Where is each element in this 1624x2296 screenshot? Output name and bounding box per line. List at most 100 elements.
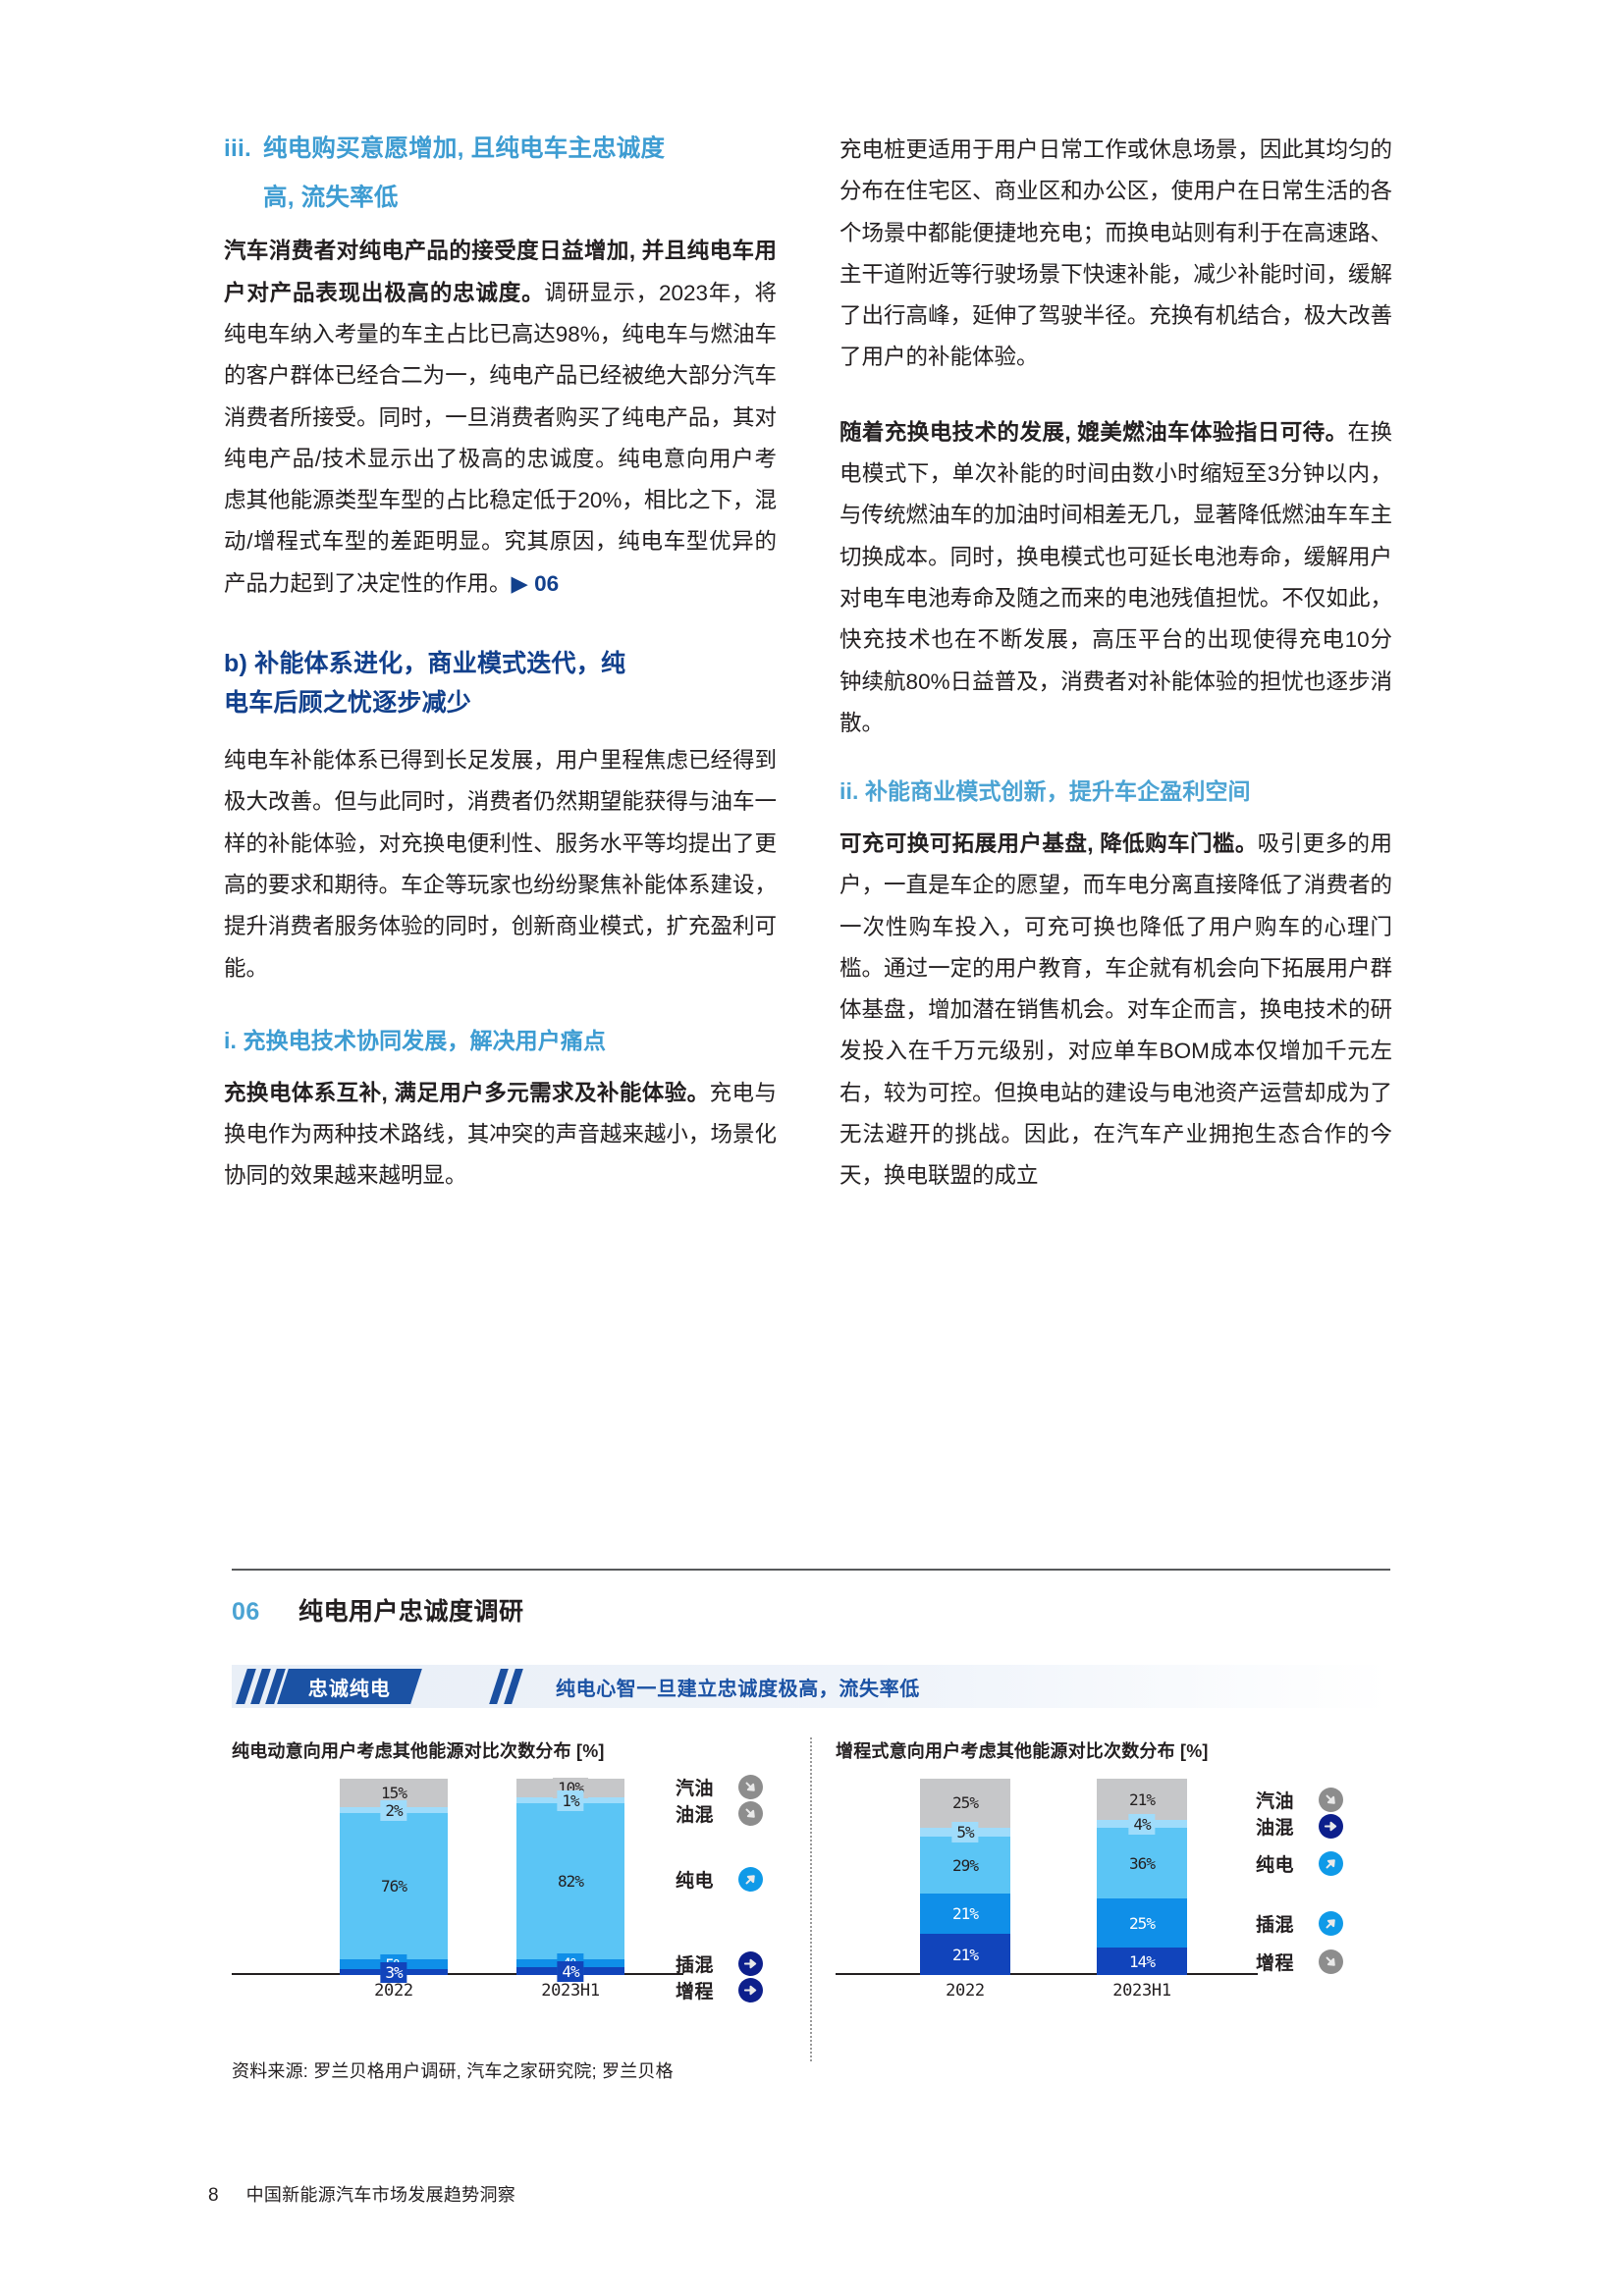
heading-b-line2: 电车后顾之忧逐步减少	[224, 689, 472, 718]
exhibit-banner: 忠诚纯电 纯电心智一旦建立忠诚度极高，流失率低	[232, 1665, 1390, 1708]
segment-value-label: 36%	[1129, 1853, 1156, 1873]
two-column-body: iii. 纯电购买意愿增加, 且纯电车主忠诚度 高, 流失率低 汽车消费者对纯电产…	[224, 130, 1392, 1198]
legend-row-汽油[interactable]: 汽油	[676, 1774, 763, 1799]
heading-b-line1: b) 补能体系进化，商业模式迭代，纯	[224, 650, 626, 678]
legend-row-油混[interactable]: 油混	[1256, 1813, 1343, 1839]
legend-row-增程[interactable]: 增程	[676, 1977, 763, 2002]
legend-row-插混[interactable]: 插混	[1256, 1910, 1343, 1936]
legend-row-汽油[interactable]: 汽油	[1256, 1787, 1343, 1812]
x-axis-label: 2023H1	[1112, 1981, 1171, 2001]
heading-i: i. 充换电技术协同发展，解决用户痛点	[224, 1027, 607, 1053]
legend-row-增程[interactable]: 增程	[1256, 1949, 1343, 1974]
paragraph-1-lead: 汽车消费者对纯电产品的接受度日益增加, 并且纯电车用户对产品表现出极高的忠诚度。	[224, 239, 777, 305]
heading-b: b) 补能体系进化，商业模式迭代，纯 电车后顾之忧逐步减少	[224, 644, 777, 722]
bar-segment-纯电: 76%	[340, 1813, 448, 1960]
segment-value-label: 2%	[380, 1799, 407, 1821]
chart-eref-loyalty: 增程式意向用户考虑其他能源对比次数分布 [%] 25% 5% 29% 21% 21% 20…	[810, 1737, 1390, 2061]
bar-segment-油混: 2%	[340, 1799, 448, 1821]
segment-value-label: 21%	[952, 1904, 979, 1924]
segment-value-label: 4%	[557, 1960, 584, 1982]
bar-segment-油混: 4%	[1097, 1813, 1187, 1835]
legend-trend-icon	[1319, 1850, 1343, 1876]
x-axis-label: 2022	[946, 1981, 985, 2001]
legend-row-油混[interactable]: 油混	[676, 1800, 763, 1826]
paragraph-6-rest: 吸引更多的用户，一直是车企的愿望，而车电分离直接降低了消费者的一次性购车投入，可…	[839, 830, 1392, 1189]
legend-label-纯电: 纯电	[676, 1870, 715, 1892]
legend-label-油混: 油混	[676, 1804, 715, 1826]
exhibit-06: 06 纯电用户忠诚度调研 忠诚纯电 纯电心智一旦建立忠诚度极高，流失率低 纯	[232, 1569, 1390, 2081]
legend-row-插混[interactable]: 插混	[676, 1950, 763, 1976]
paragraph-6: 可充可换可拓展用户基盘, 降低购车门槛。吸引更多的用户，一直是车企的愿望，而车电…	[839, 824, 1392, 1198]
segment-value-label: 1%	[557, 1789, 584, 1811]
segment-value-label: 82%	[558, 1872, 584, 1892]
segment-value-label: 15%	[381, 1784, 407, 1803]
stacked-bar: 15%2%76%5%3%	[340, 1779, 448, 1983]
chart-title-right: 增程式意向用户考虑其他能源对比次数分布 [%]	[836, 1741, 1209, 1761]
legend-label-油混: 油混	[1256, 1817, 1295, 1839]
stacked-bar: 25% 5% 29% 21% 21%	[920, 1779, 1010, 1975]
legend-trend-icon	[1319, 1787, 1343, 1812]
exhibit-title: 纯电用户忠诚度调研	[298, 1598, 524, 1626]
x-axis-label: 2022	[374, 1981, 413, 2001]
chart-legend-right: 增程 插混 纯电 油混 汽油	[1256, 1779, 1385, 2001]
exhibit-reference-06[interactable]: ▶ 06	[511, 570, 560, 596]
segment-value-label: 76%	[381, 1877, 407, 1896]
bar-segment-油混: 1%	[516, 1789, 624, 1811]
segment-value-label: 14%	[1129, 1951, 1156, 1971]
bar-segment-增程: 14%	[1097, 1948, 1187, 1975]
stacked-bar: 21% 4% 36% 25% 14%	[1097, 1779, 1187, 1975]
banner-slash-group-right	[489, 1669, 534, 1704]
bar-segment-汽油: 15%	[340, 1779, 448, 1808]
bar-segment-汽油: 25%	[920, 1779, 1010, 1828]
paragraph-3-rest: 充电与换电作为两种技术路线，其冲突的声音越来越小，场景化协同的效果越来越明显。	[224, 1080, 777, 1189]
segment-value-label: 4%	[1128, 1813, 1156, 1835]
heading-iii: iii. 纯电购买意愿增加, 且纯电车主忠诚度	[224, 130, 777, 169]
bar-segment-插混: 21%	[920, 1893, 1010, 1935]
legend-label-汽油: 汽油	[676, 1778, 715, 1799]
legend-label-增程: 增程	[1256, 1952, 1295, 1974]
legend-trend-icon	[738, 1866, 763, 1892]
chart-legend-left: 增程 插混 纯电 油混 汽油	[676, 1774, 805, 2002]
segment-value-label: 5%	[951, 1821, 979, 1842]
segment-value-label: 3%	[380, 1961, 407, 1983]
right-column: 充电桩更适用于用户日常工作或休息场景，因此其均匀的分布在住宅区、商业区和办公区，…	[839, 130, 1392, 1198]
paragraph-3-lead: 充换电体系互补, 满足用户多元需求及补能体验。	[224, 1080, 710, 1105]
chart-bev-loyalty: 纯电动意向用户考虑其他能源对比次数分布 [%] 15%2%76%5%3%2022…	[232, 1737, 810, 2061]
heading-iii-number: iii.	[224, 135, 252, 162]
legend-row-纯电[interactable]: 纯电	[676, 1866, 763, 1892]
bar-segment-纯电: 36%	[1097, 1828, 1187, 1898]
chart-row: 纯电动意向用户考虑其他能源对比次数分布 [%] 15%2%76%5%3%2022…	[232, 1737, 1390, 2061]
bar-segment-纯电: 29%	[920, 1837, 1010, 1894]
heading-iii-line2: 高, 流失率低	[263, 184, 399, 211]
paragraph-1: 汽车消费者对纯电产品的接受度日益增加, 并且纯电车用户对产品表现出极高的忠诚度。…	[224, 231, 777, 605]
segment-value-label: 25%	[1129, 1913, 1156, 1933]
segment-value-label: 21%	[952, 1945, 979, 1964]
legend-trend-icon	[738, 1774, 763, 1799]
heading-iii-line1: 纯电购买意愿增加, 且纯电车主忠诚度	[263, 135, 666, 162]
paragraph-2: 纯电车补能体系已得到长足发展，用户里程焦虑已经得到极大改善。但与此同时，消费者仍…	[224, 748, 777, 981]
paragraph-3: 充换电体系互补, 满足用户多元需求及补能体验。充电与换电作为两种技术路线，其冲突…	[224, 1073, 777, 1198]
segment-value-label: 25%	[952, 1793, 979, 1813]
bar-segment-增程: 3%	[340, 1961, 448, 1983]
segment-value-label: 29%	[952, 1855, 979, 1875]
legend-label-插混: 插混	[1256, 1914, 1295, 1936]
legend-label-汽油: 汽油	[1256, 1790, 1295, 1812]
plot-area-right: 25% 5% 29% 21% 21% 2022 21% 4% 36% 25% 14% 2023H1	[836, 1779, 1258, 2001]
document-title-footer: 中国新能源汽车市场发展趋势洞察	[245, 2185, 516, 2205]
legend-trend-icon	[738, 1950, 763, 1976]
x-axis	[232, 1973, 683, 1975]
heading-iii-line2-wrap: 高, 流失率低	[224, 179, 777, 218]
legend-trend-icon	[738, 1977, 763, 2002]
bar-segment-增程: 21%	[920, 1934, 1010, 1975]
bar-segment-油混: 5%	[920, 1821, 1010, 1842]
paragraph-6-lead: 可充可换可拓展用户基盘, 降低购车门槛。	[839, 830, 1258, 856]
legend-label-增程: 增程	[676, 1981, 715, 2002]
legend-trend-icon	[1319, 1813, 1343, 1839]
page-footer: 8 中国新能源汽车市场发展趋势洞察	[208, 2181, 515, 2207]
paragraph-5: 随着充换电技术的发展, 媲美燃油车体验指日可待。在换电模式下，单次补能的时间由数…	[839, 412, 1392, 744]
left-column: iii. 纯电购买意愿增加, 且纯电车主忠诚度 高, 流失率低 汽车消费者对纯电产…	[224, 130, 777, 1198]
legend-trend-icon	[1319, 1949, 1343, 1974]
legend-row-纯电[interactable]: 纯电	[1256, 1850, 1343, 1876]
